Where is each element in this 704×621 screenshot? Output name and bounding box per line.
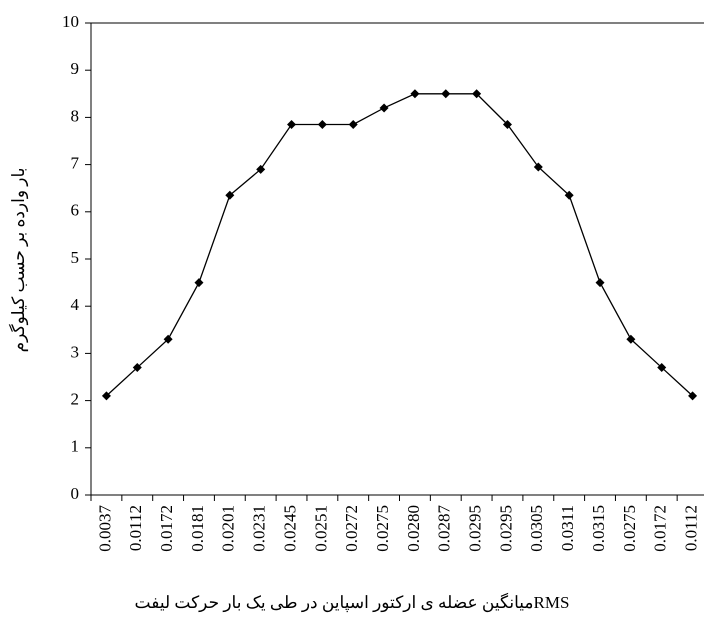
x-tick-label: 0.0112 bbox=[681, 505, 700, 551]
y-tick-label: 5 bbox=[71, 248, 80, 267]
x-tick-label: 0.0272 bbox=[342, 505, 361, 552]
marker bbox=[317, 119, 327, 129]
x-tick-label: 0.0181 bbox=[188, 505, 207, 552]
y-tick-label: 3 bbox=[71, 342, 80, 361]
marker bbox=[348, 119, 358, 129]
x-tick-label: 0.0311 bbox=[558, 505, 577, 551]
x-axis-title: RMSمیانگین عضله ی ارکتور اسپاین در طی یک… bbox=[135, 592, 570, 613]
x-tick-label: 0.0295 bbox=[466, 505, 485, 552]
marker bbox=[564, 190, 574, 200]
y-tick-label: 4 bbox=[71, 295, 80, 314]
marker bbox=[163, 334, 173, 344]
x-tick-label: 0.0287 bbox=[435, 505, 454, 552]
marker bbox=[441, 89, 451, 99]
marker bbox=[101, 391, 111, 401]
x-tick-label: 0.0275 bbox=[620, 505, 639, 552]
x-tick-label: 0.0295 bbox=[496, 505, 515, 552]
y-axis-title: بار وارده بر حسب کیلوگرم bbox=[8, 168, 29, 353]
y-tick-label: 2 bbox=[71, 390, 80, 409]
y-tick-label: 10 bbox=[62, 12, 79, 31]
x-tick-label: 0.0305 bbox=[527, 505, 546, 552]
line bbox=[105, 93, 694, 397]
x-tick-label: 0.0280 bbox=[404, 505, 423, 552]
x-tick-label: 0.0231 bbox=[250, 505, 269, 552]
marker bbox=[688, 391, 698, 401]
marker bbox=[225, 190, 235, 200]
y-tick-label: 7 bbox=[71, 154, 80, 173]
marker bbox=[132, 363, 142, 373]
y-tick-label: 6 bbox=[71, 201, 80, 220]
y-tick-label: 9 bbox=[71, 59, 80, 78]
x-tick-label: 0.0251 bbox=[311, 505, 330, 552]
marker bbox=[533, 162, 543, 172]
y-tick-label: 1 bbox=[71, 437, 80, 456]
x-tick-label: 0.0112 bbox=[126, 505, 145, 551]
marker bbox=[595, 278, 605, 288]
marker bbox=[287, 119, 297, 129]
x-tick-label: 0.0172 bbox=[157, 505, 176, 552]
y-tick-label: 8 bbox=[71, 106, 80, 125]
x-tick-label: 0.0172 bbox=[651, 505, 670, 552]
marker bbox=[410, 89, 420, 99]
y-tick-label: 0 bbox=[71, 484, 80, 503]
x-tick-label: 0.0245 bbox=[280, 505, 299, 552]
marker bbox=[194, 278, 204, 288]
marker bbox=[472, 89, 482, 99]
x-tick-label: 0.0315 bbox=[589, 505, 608, 552]
x-tick-label: 0.0275 bbox=[373, 505, 392, 552]
marker bbox=[626, 334, 636, 344]
marker bbox=[657, 363, 667, 373]
x-tick-label: 0.0037 bbox=[95, 505, 114, 552]
marker bbox=[256, 164, 266, 174]
marker bbox=[379, 103, 389, 113]
x-tick-label: 0.0201 bbox=[219, 505, 238, 552]
marker bbox=[502, 119, 512, 129]
